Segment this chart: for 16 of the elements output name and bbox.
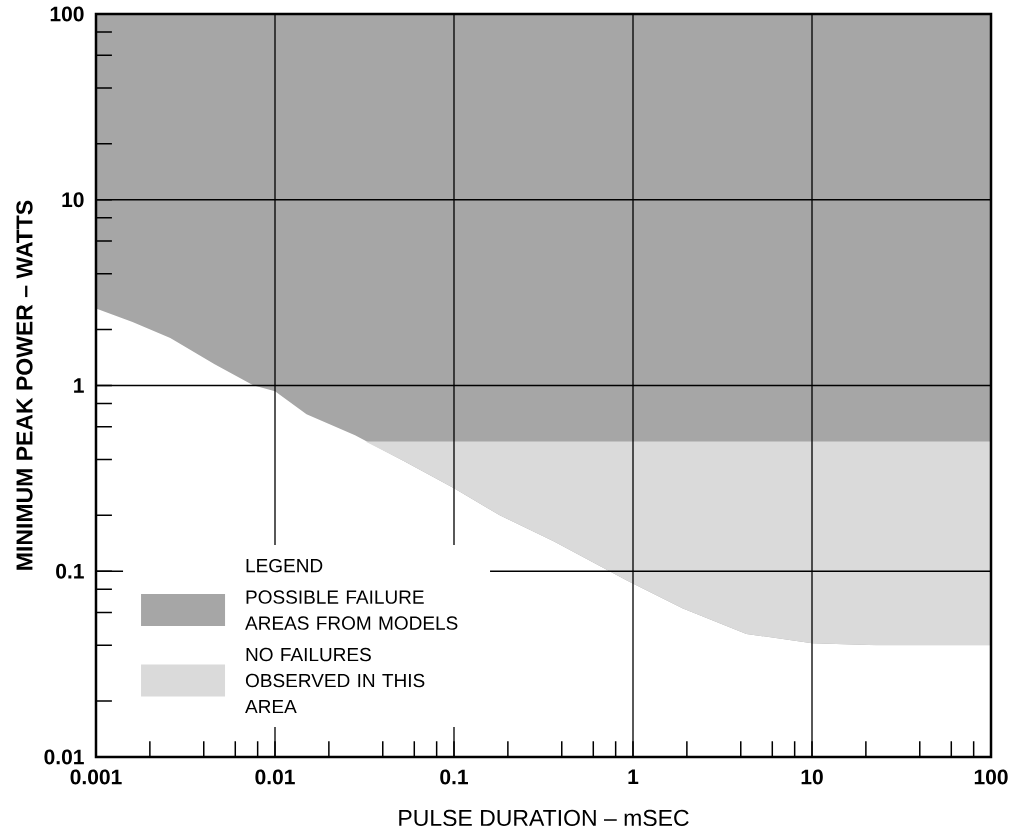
- legend-title: LEGEND: [246, 558, 323, 573]
- y-tick-label: 0.01: [44, 749, 84, 765]
- y-axis-title: MINIMUM PEAK POWER – WATTS: [16, 200, 33, 570]
- y-tick-label: 1: [74, 378, 84, 393]
- x-tick-label: 0.01: [255, 769, 295, 785]
- y-tick-label: 100: [50, 6, 84, 22]
- x-tick-label: 0.001: [70, 769, 122, 785]
- y-tick-label: 0.1: [56, 563, 84, 579]
- legend-label: POSSIBLE FAILURE AREAS FROM MODELS: [245, 590, 458, 630]
- x-tick-label: 100: [974, 769, 1008, 785]
- x-tick-label: 0.1: [440, 769, 469, 785]
- x-tick-label: 10: [801, 769, 823, 785]
- x-tick-label: 1: [628, 769, 639, 784]
- x-axis-title: PULSE DURATION – mSEC: [399, 809, 689, 827]
- y-tick-label: 10: [62, 192, 84, 208]
- legend-label: NO FAILURES OBSERVED IN THIS AREA: [245, 647, 425, 714]
